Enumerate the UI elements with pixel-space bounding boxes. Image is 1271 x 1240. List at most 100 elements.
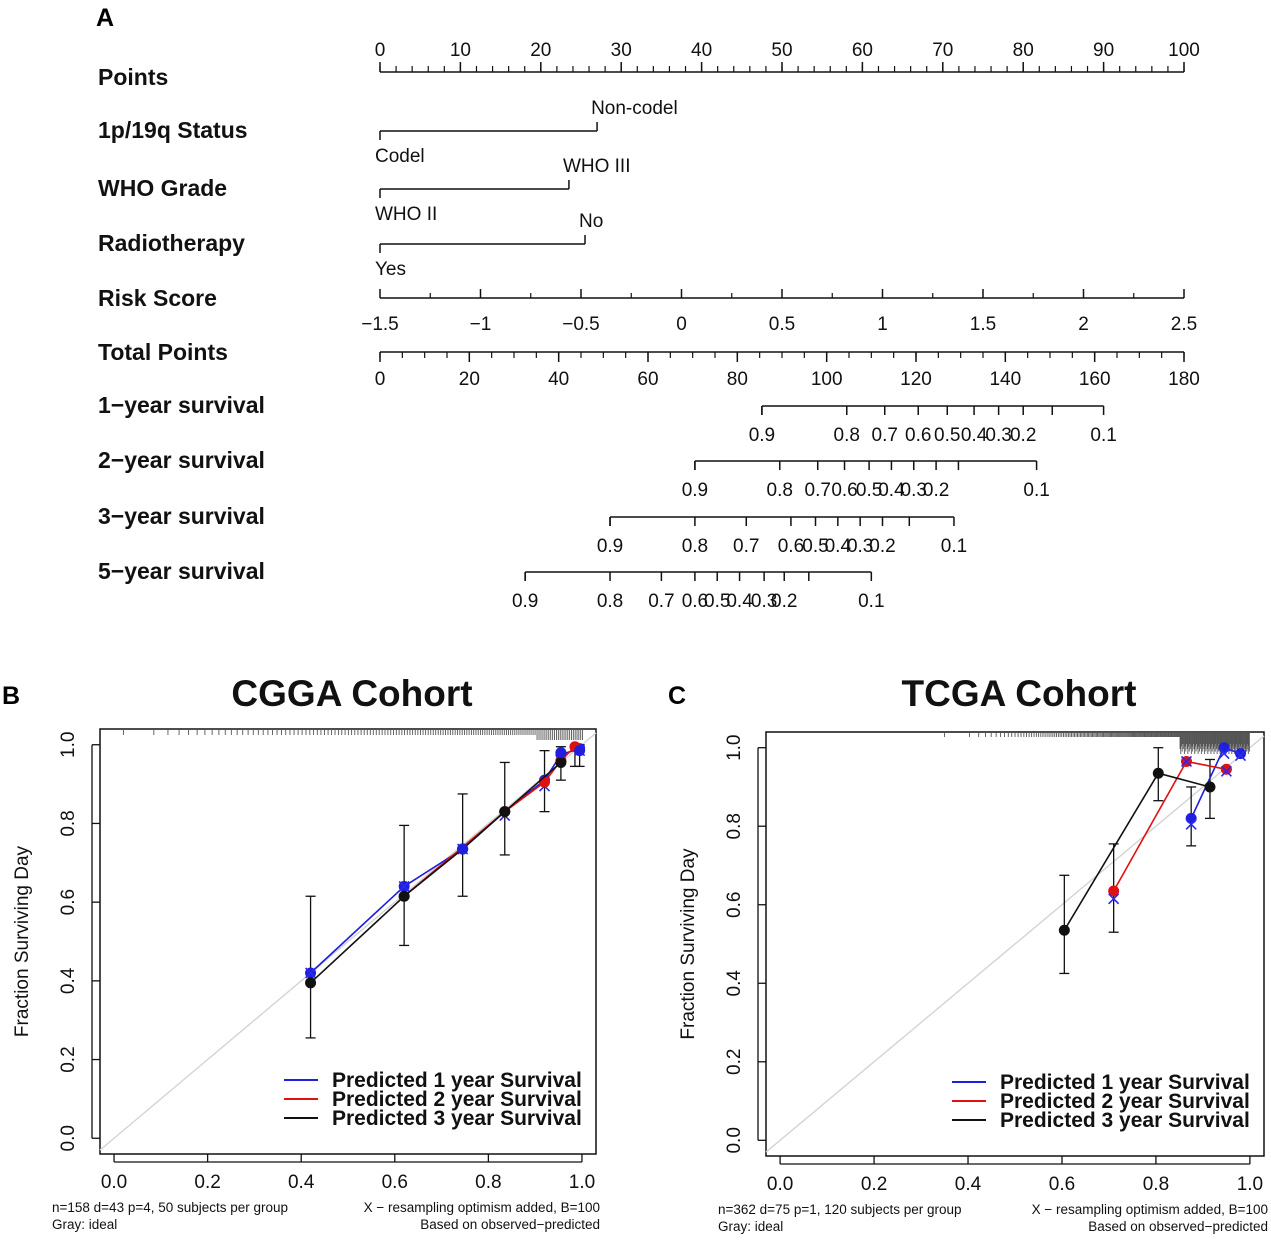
nomogram-tick-label: 2.5 bbox=[1171, 314, 1197, 335]
nomogram-tick-label: 120 bbox=[900, 369, 932, 390]
ideal-line bbox=[99, 732, 597, 1151]
series-line bbox=[1190, 746, 1241, 819]
series-point bbox=[539, 776, 551, 788]
footer-right: X − resampling optimism added, B=100 bbox=[1032, 1202, 1268, 1217]
panel-label-a: A bbox=[96, 4, 114, 32]
series-point bbox=[398, 890, 410, 902]
nomogram-survival-label: 0.1 bbox=[1023, 480, 1049, 501]
footer-right-2: Based on observed−predicted bbox=[420, 1217, 600, 1232]
series-point bbox=[1235, 748, 1247, 760]
nomogram-survival-label: 0.3 bbox=[751, 591, 777, 612]
y-tick-label: 0.8 bbox=[58, 810, 79, 836]
nomogram-row-label: 1p/19q Status bbox=[98, 117, 248, 143]
nomogram-survival-label: 0.6 bbox=[905, 425, 931, 446]
nomogram-survival-label: 0.6 bbox=[682, 591, 708, 612]
chart-title: CGGA Cohort bbox=[231, 673, 472, 714]
series-point bbox=[457, 843, 469, 855]
nomogram-row-label: 2−year survival bbox=[98, 447, 265, 473]
y-tick-label: 0.0 bbox=[724, 1127, 745, 1153]
nomogram-tick-label: 60 bbox=[852, 40, 873, 61]
series-point bbox=[1220, 763, 1232, 775]
legend-entry: Predicted 1 year Survival bbox=[1000, 1071, 1250, 1094]
nomogram-survival-label: 0.2 bbox=[869, 536, 895, 557]
y-tick-label: 0.6 bbox=[58, 889, 79, 915]
nomogram-tick-label: 80 bbox=[1013, 40, 1034, 61]
corrected-point-x bbox=[398, 880, 410, 892]
nomogram-row-label: Points bbox=[98, 64, 168, 90]
nomogram-row-label: Total Points bbox=[98, 339, 228, 365]
nomogram-survival-label: 0.6 bbox=[831, 480, 857, 501]
nomogram-tick-label: 140 bbox=[989, 369, 1021, 390]
nomogram-survival-label: 0.7 bbox=[733, 536, 759, 557]
nomogram-tick-label: 180 bbox=[1168, 369, 1200, 390]
y-tick-label: 1.0 bbox=[724, 734, 745, 760]
x-tick-label: 0.2 bbox=[194, 1172, 220, 1193]
footer-left-2: Gray: ideal bbox=[52, 1217, 117, 1232]
nomogram-survival-label: 0.8 bbox=[767, 480, 793, 501]
legend-entry: Predicted 3 year Survival bbox=[1000, 1109, 1250, 1132]
nomogram-survival-label: 0.1 bbox=[1090, 425, 1116, 446]
nomogram-row-label: WHO Grade bbox=[98, 175, 227, 201]
nomogram-survival-label: 0.7 bbox=[805, 480, 831, 501]
series-point bbox=[1185, 812, 1197, 824]
nomogram-survival-label: 0.3 bbox=[847, 536, 873, 557]
nomogram-survival-label: 0.4 bbox=[825, 536, 852, 557]
series-point bbox=[555, 747, 567, 759]
nomogram-tick-label: 20 bbox=[530, 40, 551, 61]
nomogram-tick-label: 20 bbox=[459, 369, 480, 390]
y-axis-label: Fraction Surviving Day bbox=[678, 848, 699, 1040]
calibration-plot-cgga: CGGA Cohort 0.0 0.0 0.2 0.2 0.4 0.4 0.6 0.6 0.8 0.… bbox=[12, 673, 600, 1232]
nomogram-tick-label: 60 bbox=[637, 369, 658, 390]
nomogram-survival-label: 0.8 bbox=[682, 536, 708, 557]
nomogram-tick-label: 2 bbox=[1078, 314, 1089, 335]
panel-label-c: C bbox=[668, 682, 686, 710]
nomogram-tick-label: −1 bbox=[470, 314, 492, 335]
corrected-point-x bbox=[1234, 749, 1247, 762]
legend-entry: Predicted 1 year Survival bbox=[332, 1069, 582, 1092]
nomogram-level-label: Non-codel bbox=[591, 98, 678, 119]
x-tick-label: 0.6 bbox=[1049, 1174, 1075, 1195]
nomogram-tick-label: 1 bbox=[877, 314, 888, 335]
nomogram-tick-label: 0.5 bbox=[769, 314, 795, 335]
legend-entry: Predicted 2 year Survival bbox=[1000, 1090, 1250, 1113]
nomogram-tick-label: 0 bbox=[375, 369, 386, 390]
nomogram-tick-label: 0 bbox=[676, 314, 687, 335]
calibration-plot-tcga: TCGA Cohort 0.0 0.0 0.2 0.2 0.4 0.4 0.6 0.6 0.8 0.… bbox=[678, 673, 1268, 1234]
nomogram-tick-label: 100 bbox=[1168, 40, 1200, 61]
nomogram-survival-label: 0.8 bbox=[834, 425, 860, 446]
nomogram-tick-label: 40 bbox=[548, 369, 569, 390]
nomogram-survival-label: 0.2 bbox=[1010, 425, 1036, 446]
nomogram-tick-label: 90 bbox=[1093, 40, 1114, 61]
nomogram-survival-label: 0.2 bbox=[923, 480, 949, 501]
nomogram-tick-label: 40 bbox=[691, 40, 712, 61]
nomogram-tick-label: −1.5 bbox=[361, 314, 399, 335]
nomogram-tick-label: 0 bbox=[375, 40, 386, 61]
footer-right: X − resampling optimism added, B=100 bbox=[364, 1200, 600, 1215]
nomogram-survival-label: 0.9 bbox=[512, 591, 538, 612]
nomogram-survival-label: 0.2 bbox=[771, 591, 797, 612]
legend-entry: Predicted 3 year Survival bbox=[332, 1107, 582, 1130]
y-tick-label: 0.8 bbox=[724, 813, 745, 839]
series-point bbox=[1108, 885, 1120, 897]
footer-left: n=362 d=75 p=1, 120 subjects per group bbox=[718, 1202, 962, 1217]
corrected-point-x bbox=[1218, 748, 1230, 760]
y-tick-label: 0.6 bbox=[724, 892, 745, 918]
nomogram-tick-label: 100 bbox=[811, 369, 843, 390]
nomogram-tick-label: 80 bbox=[727, 369, 748, 390]
nomogram-tick-label: 50 bbox=[771, 40, 792, 61]
nomogram-survival-label: 0.4 bbox=[726, 591, 753, 612]
nomogram-survival-label: 0.7 bbox=[648, 591, 674, 612]
y-tick-label: 0.4 bbox=[58, 967, 79, 994]
nomogram-tick-label: 1.5 bbox=[970, 314, 996, 335]
y-tick-label: 1.0 bbox=[58, 732, 79, 758]
nomogram-survival-label: 0.9 bbox=[597, 536, 623, 557]
nomogram-survival-label: 0.4 bbox=[961, 425, 988, 446]
nomogram-level-label: Codel bbox=[375, 146, 425, 167]
corrected-point-x bbox=[1185, 818, 1197, 830]
nomogram-row-label: 3−year survival bbox=[98, 503, 265, 529]
x-tick-label: 0.4 bbox=[955, 1174, 982, 1195]
series-point bbox=[305, 977, 317, 989]
nomogram-tick-label: 70 bbox=[932, 40, 953, 61]
y-tick-label: 0.0 bbox=[58, 1125, 79, 1151]
